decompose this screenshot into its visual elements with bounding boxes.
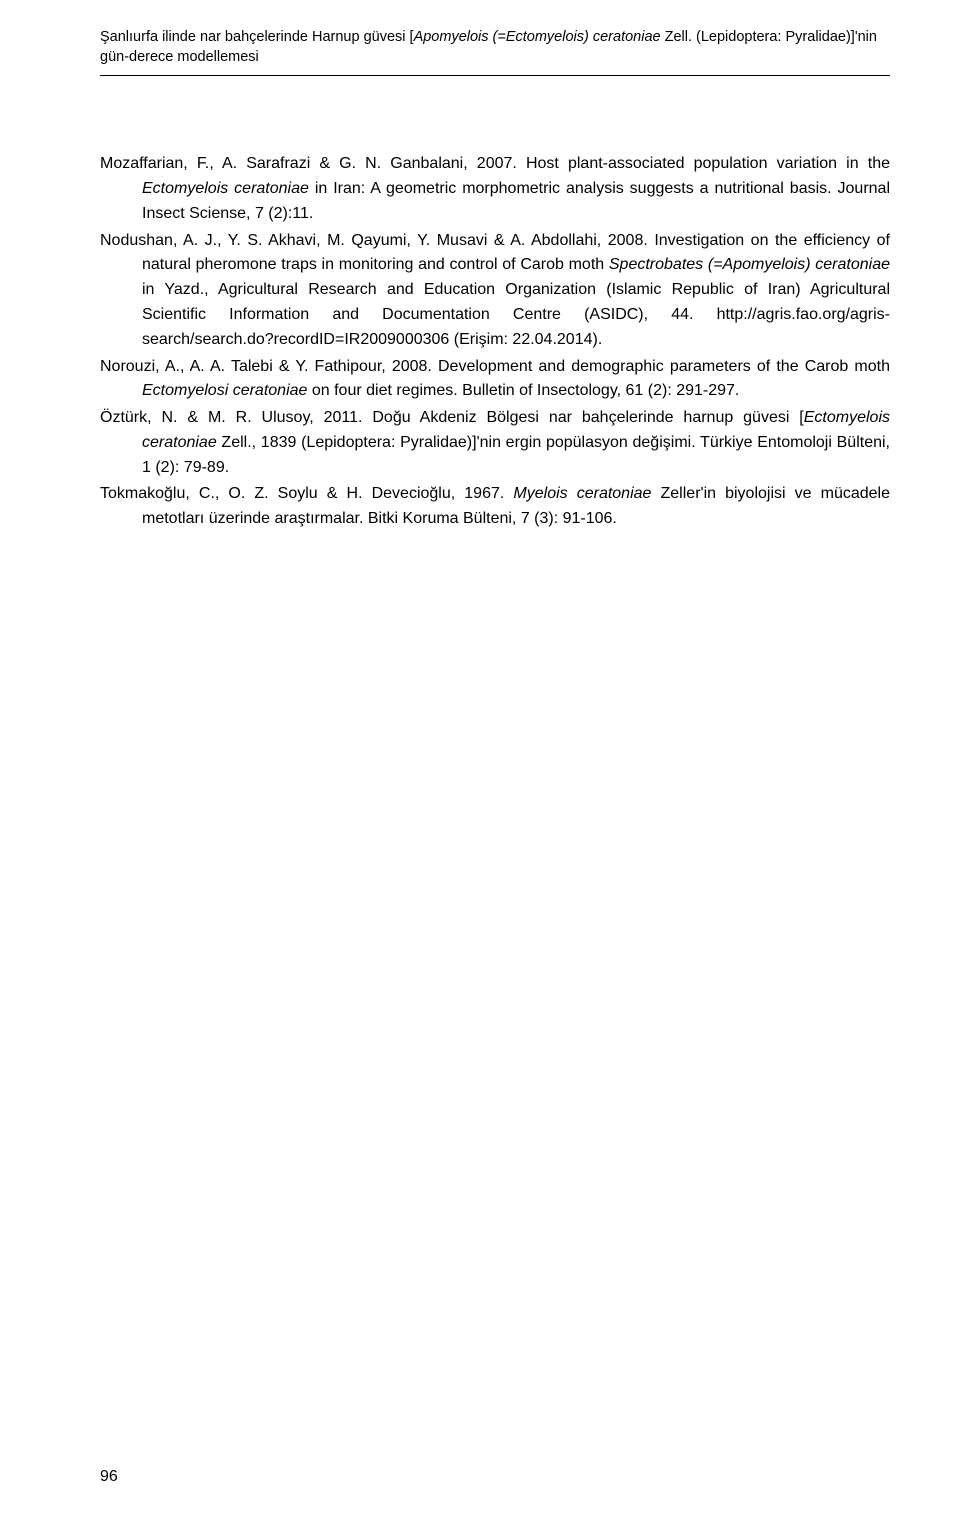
head-line-2: gün-derece modellemesi <box>100 49 259 65</box>
reference-entry: Nodushan, A. J., Y. S. Akhavi, M. Qayumi… <box>100 229 890 353</box>
ref-text: in Yazd., Agricultural Research and Educ… <box>142 281 890 348</box>
head-italic: Apomyelois (=Ectomyelois) ceratoniae <box>414 29 661 45</box>
ref-text: Mozaffarian, F., A. Sarafrazi & G. N. Ga… <box>100 155 890 172</box>
page-number: 96 <box>100 1468 118 1486</box>
ref-italic: Spectrobates (=Apomyelois) ceratoniae <box>609 256 890 273</box>
ref-italic: Ectomyelois ceratoniae <box>142 180 309 197</box>
reference-entry: Norouzi, A., A. A. Talebi & Y. Fathipour… <box>100 355 890 405</box>
header-rule <box>100 75 890 76</box>
ref-text: Zell., 1839 (Lepidoptera: Pyralidae)]'ni… <box>142 434 890 476</box>
page-container: Şanlıurfa ilinde nar bahçelerinde Harnup… <box>0 0 960 1522</box>
reference-entry: Mozaffarian, F., A. Sarafrazi & G. N. Ga… <box>100 152 890 226</box>
ref-text: Norouzi, A., A. A. Talebi & Y. Fathipour… <box>100 358 890 375</box>
head-text-2: Zell. (Lepidoptera: Pyralidae)]'nin <box>661 29 877 45</box>
ref-text: on four diet regimes. Bulletin of Insect… <box>307 382 739 399</box>
head-text-1: Şanlıurfa ilinde nar bahçelerinde Harnup… <box>100 29 414 45</box>
ref-italic: Myelois ceratoniae <box>513 485 651 502</box>
references-block: Mozaffarian, F., A. Sarafrazi & G. N. Ga… <box>100 152 890 532</box>
ref-text: Öztürk, N. & M. R. Ulusoy, 2011. Doğu Ak… <box>100 409 804 426</box>
running-head: Şanlıurfa ilinde nar bahçelerinde Harnup… <box>100 28 890 73</box>
ref-italic: Ectomyelosi ceratoniae <box>142 382 307 399</box>
reference-entry: Tokmakoğlu, C., O. Z. Soylu & H. Devecio… <box>100 482 890 532</box>
ref-text: Tokmakoğlu, C., O. Z. Soylu & H. Devecio… <box>100 485 513 502</box>
reference-entry: Öztürk, N. & M. R. Ulusoy, 2011. Doğu Ak… <box>100 406 890 480</box>
